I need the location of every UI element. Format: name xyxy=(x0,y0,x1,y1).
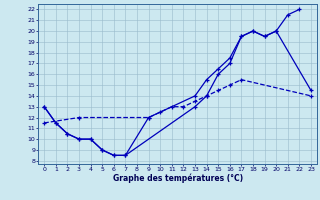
X-axis label: Graphe des températures (°C): Graphe des températures (°C) xyxy=(113,174,243,183)
